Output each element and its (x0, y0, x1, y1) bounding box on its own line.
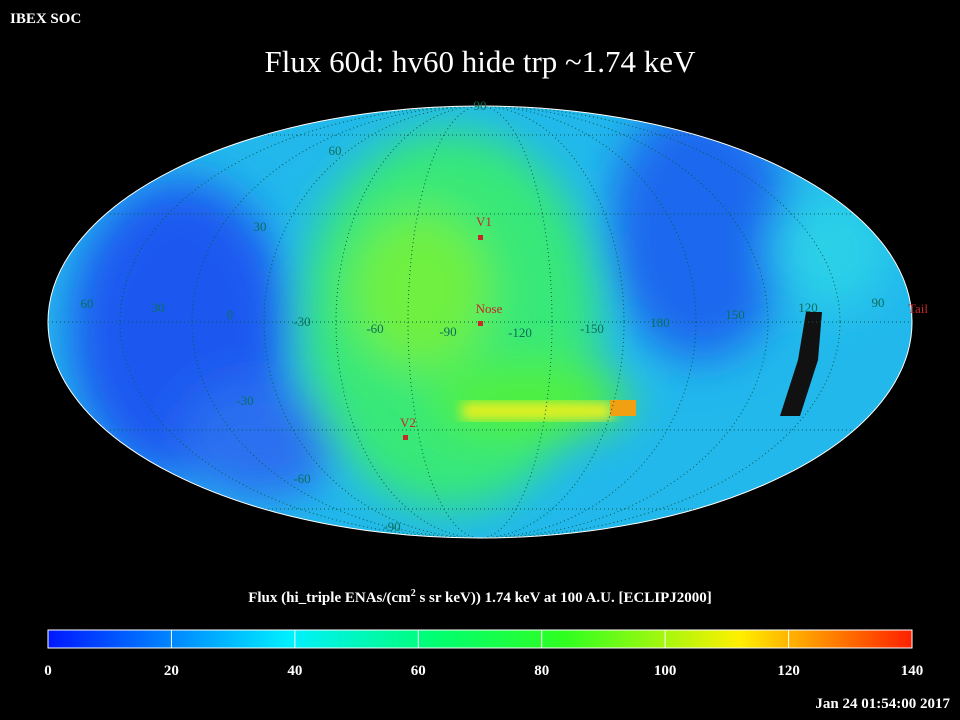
marker-label: V1 (476, 214, 492, 229)
colorbar-tick-label: 140 (901, 663, 924, 679)
colorbar-tick-label: 0 (44, 663, 52, 679)
marker-dot (403, 435, 408, 440)
grid-label: 0 (227, 307, 234, 322)
grid-label: -90 (439, 324, 456, 339)
marker-dot (478, 321, 483, 326)
caption-text: Flux (hi_triple ENAs/(cm (248, 590, 411, 606)
grid-label: 60 (81, 296, 94, 311)
title: Flux 60d: hv60 hide trp ~1.74 keV (265, 44, 697, 79)
grid-labels: 90 60 30 60 30 0 -30 -60 -90 -120 -150 1… (81, 98, 885, 534)
grid-label: -150 (580, 321, 604, 336)
colorbar-tick-label: 20 (164, 663, 179, 679)
caption: Flux (hi_triple ENAs/(cm2 s sr keV)) 1.7… (248, 588, 712, 606)
colorbar-ticks: 0 20 40 60 80 100 120 140 (44, 630, 923, 679)
marker-label: V2 (400, 415, 416, 430)
grid-label: 180 (650, 315, 670, 330)
grid-label: 30 (254, 219, 267, 234)
map-outline (47, 105, 913, 539)
grid-label: 120 (798, 300, 818, 315)
marker-dot (478, 235, 483, 240)
colorbar-tick-label: 40 (287, 663, 302, 679)
grid-label: -120 (508, 325, 532, 340)
marker-label: Nose (476, 301, 503, 316)
colorbar-tick-label: 60 (411, 663, 426, 679)
grid-label: -60 (366, 321, 383, 336)
marker-label: Tail (908, 301, 928, 316)
caption-superscript: 2 (411, 588, 416, 599)
colorbar-tick-label: 120 (777, 663, 800, 679)
grid-label: 60 (329, 143, 342, 158)
colorbar-tick-label: 100 (654, 663, 677, 679)
grid-label: -60 (293, 471, 310, 486)
grid-label: -30 (293, 314, 310, 329)
grid-label: 30 (152, 300, 165, 315)
grid-label: 90 (474, 98, 487, 113)
colorbar (47, 629, 913, 649)
grid-label: 150 (725, 307, 745, 322)
header-label: IBEX SOC (10, 11, 81, 27)
timestamp: Jan 24 01:54:00 2017 (815, 696, 950, 712)
caption-text: s sr keV)) 1.74 keV at 100 A.U. [ECLIPJ2… (416, 590, 712, 606)
grid-label: -90 (383, 519, 400, 534)
colorbar-tick-label: 80 (534, 663, 549, 679)
grid-label: -30 (236, 393, 253, 408)
markers: V1 Nose V2 Tail (400, 214, 928, 440)
grid-label: 90 (872, 295, 885, 310)
